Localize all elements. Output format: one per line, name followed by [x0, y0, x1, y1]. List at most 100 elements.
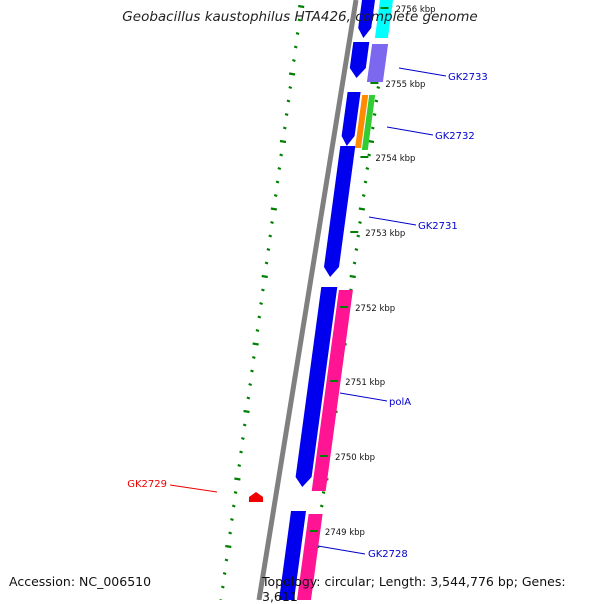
gc-skew-dash [284, 112, 289, 117]
gene-gk2733-b [366, 44, 389, 82]
gc-skew-dash [282, 126, 287, 130]
gene-gk2729-marker [249, 492, 263, 502]
gc-skew-dash [243, 409, 250, 414]
gc-skew-dash [273, 193, 278, 198]
gc-skew-dash [293, 45, 298, 49]
gc-skew-dash [233, 490, 238, 495]
label-leader-line [169, 484, 218, 493]
gc-skew-dash [237, 463, 242, 468]
gc-skew-dash [356, 234, 361, 238]
gc-skew-dash [370, 126, 375, 130]
tick-label: 2749 kbp [325, 528, 365, 538]
map-title: Geobacillus kaustophilus HTA426, complet… [122, 9, 478, 25]
gc-skew-dash [349, 274, 356, 279]
gc-skew-dash [246, 396, 251, 400]
gc-skew-dash [224, 558, 229, 562]
gc-skew-dash [288, 72, 296, 76]
gene-gk2734 [358, 0, 375, 38]
gc-skew-dash [279, 153, 283, 157]
gc-skew-dash [367, 153, 371, 157]
gc-skew-dash [297, 18, 302, 22]
gene-gk2728-rna [297, 514, 323, 600]
gc-skew-dash [363, 180, 368, 184]
gc-skew-dash [239, 450, 243, 454]
label-leader-line [398, 67, 447, 77]
gene-label: GK2729 [127, 479, 167, 490]
label-leader-line [339, 392, 388, 402]
gc-skew-dash [288, 85, 293, 90]
gene-gk2732 [341, 92, 361, 146]
gene-label: GK2728 [368, 549, 408, 560]
gc-skew-dash [242, 423, 247, 427]
gc-skew-dash [222, 571, 227, 576]
gc-skew-dash [230, 517, 234, 522]
label-leader-line [368, 216, 417, 226]
tick-label: 2756 kbp [396, 5, 436, 15]
gene-pola-rna [311, 290, 353, 491]
gc-skew-dash [241, 436, 245, 441]
gc-skew-dash [252, 342, 259, 346]
gc-skew-dash [358, 207, 366, 211]
gene-gk2733 [349, 42, 370, 78]
gc-skew-dash [257, 315, 262, 319]
gene-label: GK2731 [418, 221, 458, 232]
gc-skew-dash [234, 477, 241, 481]
gc-skew-dash [261, 288, 265, 292]
gc-skew-dash [372, 112, 377, 117]
gene-trna-green [361, 95, 376, 150]
gene-label: GK2733 [448, 72, 488, 83]
gc-skew-dash [268, 234, 273, 238]
gene-label: polA [389, 397, 411, 408]
gc-skew-dash [279, 139, 287, 144]
gc-skew-dash [259, 301, 263, 306]
gene-pola [295, 287, 338, 487]
gc-skew-dash [361, 193, 366, 198]
gene-trna-orange [355, 95, 369, 148]
gc-skew-dash [225, 544, 232, 549]
gc-skew-dash [376, 85, 381, 90]
gc-skew-dash [255, 328, 260, 333]
position-ticks: 2756 kbp 2755 kbp 2754 kbp 2753 kbp 2752 kbp… [309, 5, 436, 538]
tick-label: 2752 kbp [355, 304, 395, 314]
tick-label: 2753 kbp [365, 229, 405, 239]
label-leader-line [317, 545, 366, 555]
gene-gk2731 [324, 146, 356, 277]
gc-skew-dash [358, 220, 362, 225]
gc-skew-dash [264, 261, 269, 265]
label-leader-line [386, 126, 434, 136]
gc-skew-dash [277, 166, 282, 171]
gc-skew-dash [292, 58, 296, 63]
gc-skew-dash [270, 207, 278, 211]
gc-skew-dash [220, 585, 225, 589]
tick-label: 2751 kbp [345, 378, 385, 388]
gc-skew-dash [266, 247, 271, 252]
gc-skew-dash [270, 220, 274, 225]
gc-skew-dash [251, 355, 256, 360]
gc-skew-dash [365, 166, 370, 171]
gc-skew-dash [275, 180, 280, 184]
gene-label: GK2732 [435, 131, 475, 142]
tick-label: 2754 kbp [375, 154, 415, 164]
gc-skew-dash [354, 247, 359, 252]
gene-gk2728 [279, 511, 306, 600]
gc-skew-dash [321, 490, 326, 495]
gene-track [249, 0, 393, 600]
gc-skew-dash [298, 4, 305, 9]
tick-label: 2750 kbp [335, 453, 375, 463]
gc-skew-dash [231, 504, 236, 508]
gc-skew-dash [248, 382, 253, 387]
gc-skew-dash [319, 504, 324, 508]
gene-cyan [374, 0, 393, 38]
gc-skew-dash [228, 531, 232, 535]
tick-label: 2755 kbp [385, 80, 425, 90]
backbone-line [256, 0, 359, 601]
gc-skew-dash [250, 369, 254, 373]
gc-skew-dash [261, 274, 268, 279]
accession-text: Accession: NC_006510 [9, 574, 152, 589]
gc-skew-dash [295, 31, 300, 36]
gc-skew-dash [352, 261, 357, 265]
gc-skew-dash [374, 99, 379, 103]
gene-labels: GK2733 GK2732 GK2731 polA GK2729 GK2728 [127, 67, 488, 560]
